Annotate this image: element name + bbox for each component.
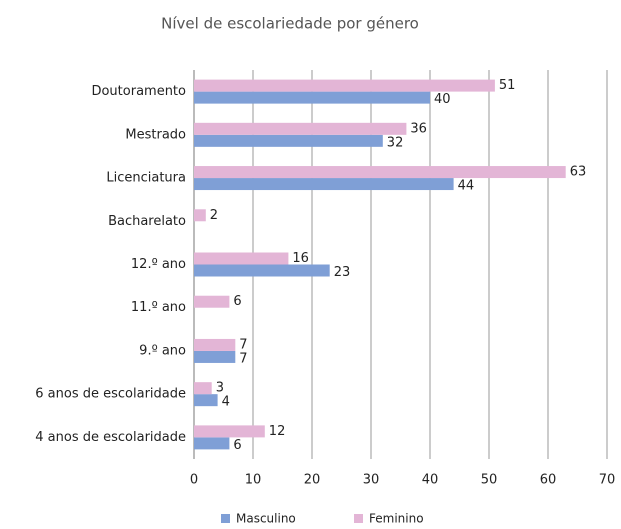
data-label: 6 xyxy=(233,438,241,453)
x-tick-label: 30 xyxy=(363,473,380,488)
bar xyxy=(194,178,454,191)
x-tick-label: 40 xyxy=(422,473,439,488)
y-tick-label: 4 anos de escolaridade xyxy=(35,430,186,445)
bar xyxy=(194,91,430,104)
bar xyxy=(194,338,236,351)
x-tick-label: 10 xyxy=(245,473,262,488)
y-tick-label: 11.º ano xyxy=(131,300,186,315)
data-label: 44 xyxy=(458,179,475,194)
legend-label: Feminino xyxy=(369,512,424,526)
legend-swatch xyxy=(221,514,230,523)
data-label: 51 xyxy=(499,78,516,93)
y-tick-label: Licenciatura xyxy=(106,171,186,186)
x-tick-label: 20 xyxy=(304,473,321,488)
legend-label: Masculino xyxy=(236,512,296,526)
y-tick-label: 6 anos de escolaridade xyxy=(35,387,186,402)
y-tick-label: Doutoramento xyxy=(91,84,186,99)
data-label: 23 xyxy=(334,265,351,280)
bar xyxy=(194,122,407,135)
bar xyxy=(194,134,383,147)
data-label: 7 xyxy=(239,351,247,366)
bar xyxy=(194,295,230,308)
bar xyxy=(194,252,289,265)
bar xyxy=(194,425,265,438)
data-label: 12 xyxy=(269,424,286,439)
data-label: 32 xyxy=(387,135,404,150)
data-label: 7 xyxy=(239,337,247,352)
bar xyxy=(194,394,218,407)
x-tick-label: 0 xyxy=(190,473,198,488)
bar xyxy=(194,382,212,395)
y-tick-label: 9.º ano xyxy=(139,343,186,358)
bar xyxy=(194,350,236,363)
x-tick-label: 50 xyxy=(481,473,498,488)
bar xyxy=(194,166,566,179)
data-label: 63 xyxy=(570,165,587,180)
y-tick-label: 12.º ano xyxy=(131,257,186,272)
bar xyxy=(194,437,230,450)
bar xyxy=(194,264,330,277)
legend-swatch xyxy=(354,514,363,523)
data-label: 16 xyxy=(292,251,309,266)
data-label: 40 xyxy=(434,92,451,107)
chart-title: Nível de escolariedade por género xyxy=(161,15,419,33)
x-tick-label: 60 xyxy=(540,473,557,488)
bar xyxy=(194,79,495,92)
data-label: 2 xyxy=(210,208,218,223)
x-tick-label: 70 xyxy=(599,473,616,488)
data-label: 6 xyxy=(233,294,241,309)
data-label: 4 xyxy=(222,395,230,410)
data-label: 36 xyxy=(410,121,427,136)
y-tick-label: Mestrado xyxy=(125,127,186,142)
bar xyxy=(194,209,206,222)
y-tick-label: Bacharelato xyxy=(108,214,186,229)
data-label: 3 xyxy=(216,381,224,396)
